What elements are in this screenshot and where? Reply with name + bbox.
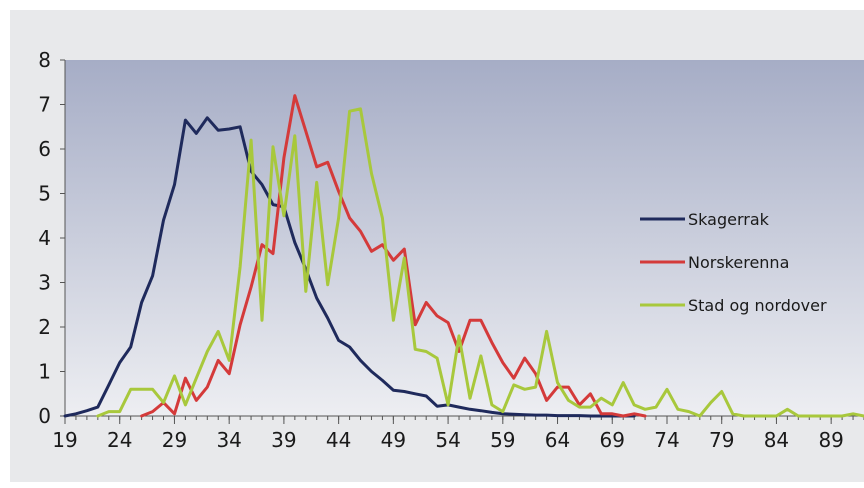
x-tick-label: 29 [162,428,187,452]
y-tick-label: 3 [38,271,51,295]
y-tick-label: 8 [38,48,51,72]
series-layer [63,94,864,418]
series-line-skagerrak [63,116,636,418]
legend-label-stad-og-nordover: Stad og nordover [688,296,827,315]
x-tick-label: 69 [600,428,625,452]
x-tick-label: 79 [709,428,734,452]
legend-label-skagerrak: Skagerrak [688,210,770,229]
y-tick-label: 2 [38,315,51,339]
x-tick-label: 59 [490,428,515,452]
x-tick-label: 24 [107,428,132,452]
x-tick-label: 49 [381,428,406,452]
legend-label-norskerenna: Norskerenna [688,253,789,272]
y-tick-label: 0 [38,404,51,428]
x-tick-label: 19 [52,428,77,452]
x-tick-label: 54 [435,428,460,452]
x-tick-label: 34 [216,428,241,452]
x-tick-label: 84 [764,428,789,452]
x-tick-label: 44 [326,428,351,452]
x-tick-label: 39 [271,428,296,452]
y-tick-label: 4 [38,226,51,250]
y-tick-label: 7 [38,93,51,117]
series-line-stad-og-nordover [96,107,864,418]
x-tick-label: 74 [654,428,679,452]
x-tick-label: 64 [545,428,570,452]
x-tick-label: 89 [818,428,843,452]
y-tick-label: 1 [38,360,51,384]
y-tick-label: 6 [38,137,51,161]
y-tick-label: 5 [38,182,51,206]
legend: Skagerrak Norskerenna Stad og nordover [640,210,827,315]
plot-area [65,60,864,416]
chart-frame: 0 1 2 3 4 5 6 7 8 19 24 29 34 39 44 49 54 59 64 69 74 79 84 89 … [10,10,864,482]
